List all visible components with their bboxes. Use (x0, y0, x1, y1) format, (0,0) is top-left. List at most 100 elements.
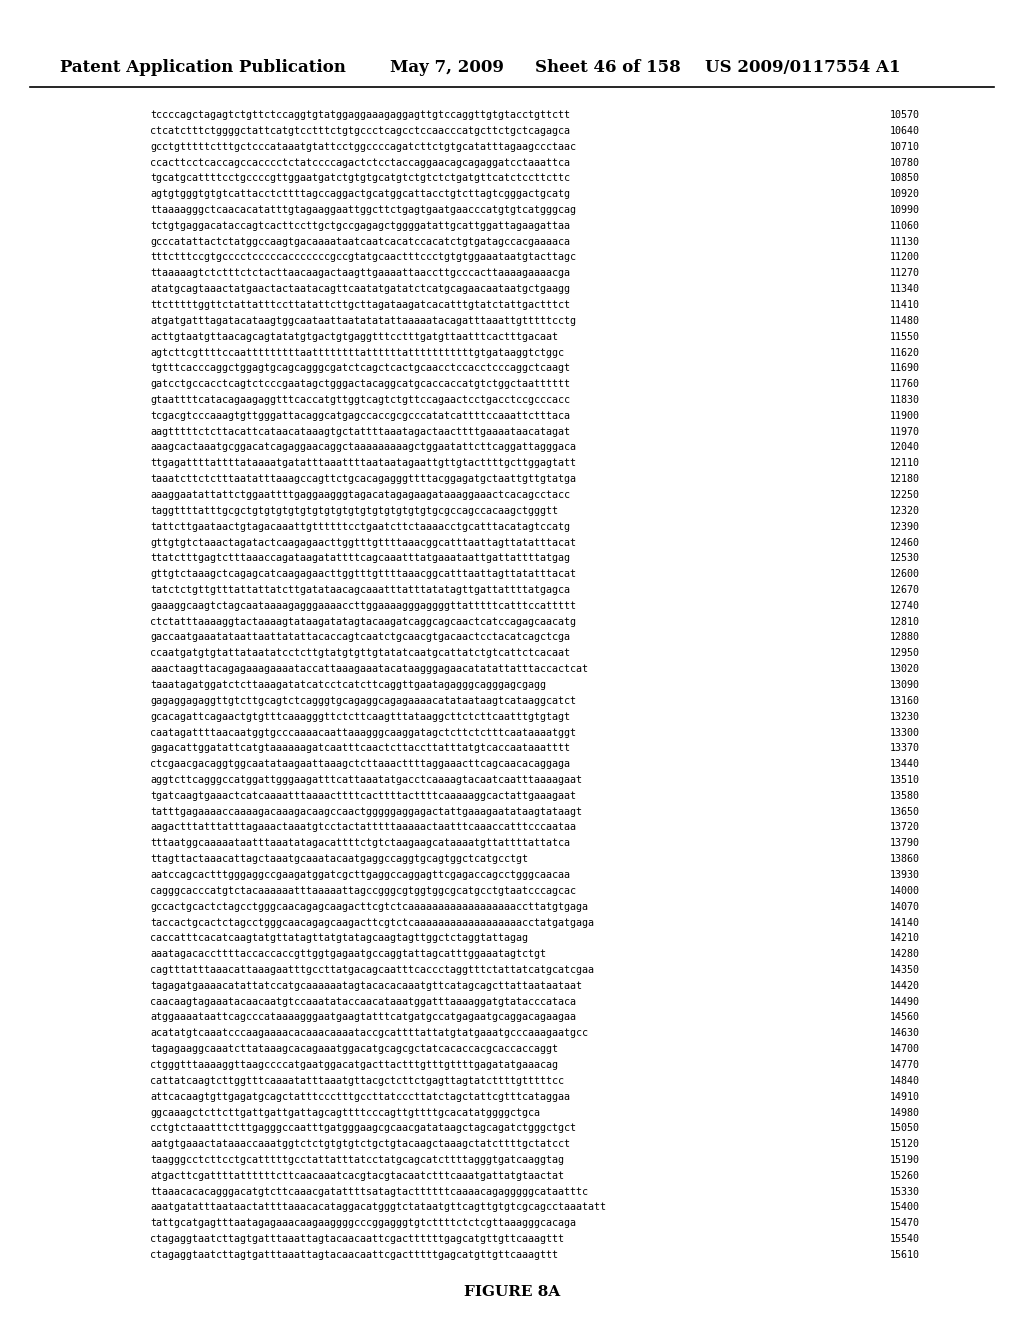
Text: cagtttatttaaacattaaagaatttgccttatgacagcaatttcaccctaggtttctattatcatgcatcgaa: cagtttatttaaacattaaagaatttgccttatgacagca… (150, 965, 594, 975)
Text: cattatcaagtcttggtttcaaaatatttaaatgttacgctcttctgagttagtatcttttgtttttcc: cattatcaagtcttggtttcaaaatatttaaatgttacgc… (150, 1076, 564, 1086)
Text: 14280: 14280 (890, 949, 920, 960)
Text: aaatagacaccttttaccaccaccgttggtgagaatgccaggtattagcatttggaaatagtctgt: aaatagacaccttttaccaccaccgttggtgagaatgcca… (150, 949, 546, 960)
Text: 15260: 15260 (890, 1171, 920, 1181)
Text: 15190: 15190 (890, 1155, 920, 1166)
Text: 15120: 15120 (890, 1139, 920, 1150)
Text: tcgacgtcccaaagtgttgggattacaggcatgagccaccgcgcccatatcattttccaaattctttaca: tcgacgtcccaaagtgttgggattacaggcatgagccacc… (150, 411, 570, 421)
Text: 10640: 10640 (890, 125, 920, 136)
Text: tagagatgaaaacatattatccatgcaaaaaatagtacacacaaatgttcatagcagcttattaataataat: tagagatgaaaacatattatccatgcaaaaaatagtacac… (150, 981, 582, 991)
Text: aaaggaatattattctggaattttgaggaagggtagacatagagaagataaaggaaactcacagcctacc: aaaggaatattattctggaattttgaggaagggtagacat… (150, 490, 570, 500)
Text: acatatgtcaaatcccaagaaaacacaaacaaaataccgcattttattatgtatgaaatgcccaaagaatgcc: acatatgtcaaatcccaagaaaacacaaacaaaataccgc… (150, 1028, 588, 1039)
Text: ttgagattttattttataaaatgatatttaaattttaataatagaattgttgtacttttgcttggagtatt: ttgagattttattttataaaatgatatttaaattttaata… (150, 458, 575, 469)
Text: 11200: 11200 (890, 252, 920, 263)
Text: 12600: 12600 (890, 569, 920, 579)
Text: 10990: 10990 (890, 205, 920, 215)
Text: 14490: 14490 (890, 997, 920, 1007)
Text: 12040: 12040 (890, 442, 920, 453)
Text: 13650: 13650 (890, 807, 920, 817)
Text: 12460: 12460 (890, 537, 920, 548)
Text: tccccagctagagtctgttctccaggtgtatggaggaaagaggagttgtccaggttgtgtacctgttctt: tccccagctagagtctgttctccaggtgtatggaggaaag… (150, 110, 570, 120)
Text: taaatagatggatctcttaaagatatcatcctcatcttcaggttgaatagagggcagggagcgagg: taaatagatggatctcttaaagatatcatcctcatcttca… (150, 680, 546, 690)
Text: 10780: 10780 (890, 157, 920, 168)
Text: 13440: 13440 (890, 759, 920, 770)
Text: gcccatattactctatggccaagtgacaaaataatcaatcacatccacatctgtgatagccacgaaaaca: gcccatattactctatggccaagtgacaaaataatcaatc… (150, 236, 570, 247)
Text: 14700: 14700 (890, 1044, 920, 1055)
Text: tgatcaagtgaaactcatcaaaatttaaaacttttcacttttacttttcaaaaaggcactattgaaagaat: tgatcaagtgaaactcatcaaaatttaaaacttttcactt… (150, 791, 575, 801)
Text: 15400: 15400 (890, 1203, 920, 1213)
Text: ccaatgatgtgtattataatatcctcttgtatgtgttgtatatcaatgcattatctgtcattctcacaat: ccaatgatgtgtattataatatcctcttgtatgtgttgta… (150, 648, 570, 659)
Text: 11970: 11970 (890, 426, 920, 437)
Text: Sheet 46 of 158: Sheet 46 of 158 (535, 59, 681, 77)
Text: 13510: 13510 (890, 775, 920, 785)
Text: ttctttttggttctattatttccttatattcttgcttagataagatcacatttgtatctattgactttct: ttctttttggttctattatttccttatattcttgcttaga… (150, 300, 570, 310)
Text: 14420: 14420 (890, 981, 920, 991)
Text: 13090: 13090 (890, 680, 920, 690)
Text: aagactttatttatttagaaactaaatgtcctactatttttaaaaactaatttcaaaccatttcccaataa: aagactttatttatttagaaactaaatgtcctactatttt… (150, 822, 575, 833)
Text: 14140: 14140 (890, 917, 920, 928)
Text: tatttgagaaaaccaaaagacaaagacaagccaactgggggaggagactattgaaagaatataagtataagt: tatttgagaaaaccaaaagacaaagacaagccaactgggg… (150, 807, 582, 817)
Text: aaactaagttacagagaaagaaaataccattaaagaaatacataagggagaacatatattatttaccactcat: aaactaagttacagagaaagaaaataccattaaagaaata… (150, 664, 588, 675)
Text: 11480: 11480 (890, 315, 920, 326)
Text: 12390: 12390 (890, 521, 920, 532)
Text: 11340: 11340 (890, 284, 920, 294)
Text: 12880: 12880 (890, 632, 920, 643)
Text: cctgtctaaatttctttgagggccaatttgatgggaagcgcaacgatataagctagcagatctgggctgct: cctgtctaaatttctttgagggccaatttgatgggaagcg… (150, 1123, 575, 1134)
Text: aagtttttctcttacattcataacataaagtgctattttaaatagactaacttttgaaaataacatagat: aagtttttctcttacattcataacataaagtgctatttta… (150, 426, 570, 437)
Text: tgtttcacccaggctggagtgcagcagggcgatctcagctcactgcaacctccacctcccaggctcaagt: tgtttcacccaggctggagtgcagcagggcgatctcagct… (150, 363, 570, 374)
Text: 12110: 12110 (890, 458, 920, 469)
Text: 14630: 14630 (890, 1028, 920, 1039)
Text: taaatcttctctttaatatttaaagccagttctgcacagagggttttacggagatgctaattgttgtatga: taaatcttctctttaatatttaaagccagttctgcacaga… (150, 474, 575, 484)
Text: 12320: 12320 (890, 506, 920, 516)
Text: 11410: 11410 (890, 300, 920, 310)
Text: aaagcactaaatgcggacatcagaggaacaggctaaaaaaaaagctggaatattcttcaggattagggaca: aaagcactaaatgcggacatcagaggaacaggctaaaaaa… (150, 442, 575, 453)
Text: 14210: 14210 (890, 933, 920, 944)
Text: tctgtgaggacataccagtcacttccttgctgccgagagctggggatattgcattggattagaagattaa: tctgtgaggacataccagtcacttccttgctgccgagagc… (150, 220, 570, 231)
Text: caccatttcacatcaagtatgttatagttatgtatagcaagtagttggctctaggtattagag: caccatttcacatcaagtatgttatagttatgtatagcaa… (150, 933, 528, 944)
Text: atgatgatttagatacataagtggcaataattaatatatattaaaaatacagatttaaattgtttttcctg: atgatgatttagatacataagtggcaataattaatatata… (150, 315, 575, 326)
Text: 11550: 11550 (890, 331, 920, 342)
Text: gcctgtttttctttgctcccataaatgtattcctggccccagatcttctgtgcatatttagaagccctaac: gcctgtttttctttgctcccataaatgtattcctggcccc… (150, 141, 575, 152)
Text: atgacttcgattttattttttcttcaacaaatcacgtacgtacaatctttcaaatgattatgtaactat: atgacttcgattttattttttcttcaacaaatcacgtacg… (150, 1171, 564, 1181)
Text: 14840: 14840 (890, 1076, 920, 1086)
Text: 10570: 10570 (890, 110, 920, 120)
Text: tgcatgcattttcctgccccgttggaatgatctgtgtgcatgtctgtctctgatgttcatctccttcttc: tgcatgcattttcctgccccgttggaatgatctgtgtgca… (150, 173, 570, 183)
Text: caatagattttaacaatggtgcccaaaacaattaaagggcaaggatagctcttctctttcaataaaatggt: caatagattttaacaatggtgcccaaaacaattaaagggc… (150, 727, 575, 738)
Text: 12670: 12670 (890, 585, 920, 595)
Text: 15540: 15540 (890, 1234, 920, 1245)
Text: 11900: 11900 (890, 411, 920, 421)
Text: gcacagattcagaactgtgtttcaaagggttctcttcaagtttataaggcttctcttcaatttgtgtagt: gcacagattcagaactgtgtttcaaagggttctcttcaag… (150, 711, 570, 722)
Text: 13370: 13370 (890, 743, 920, 754)
Text: 12530: 12530 (890, 553, 920, 564)
Text: 14000: 14000 (890, 886, 920, 896)
Text: cagggcacccatgtctacaaaaaatttaaaaattagccgggcgtggtggcgcatgcctgtaatcccagcac: cagggcacccatgtctacaaaaaatttaaaaattagccgg… (150, 886, 575, 896)
Text: 13300: 13300 (890, 727, 920, 738)
Text: tattgcatgagtttaatagagaaacaagaaggggcccggagggtgtcttttctctcgttaaagggcacaga: tattgcatgagtttaatagagaaacaagaaggggcccgga… (150, 1218, 575, 1229)
Text: US 2009/0117554 A1: US 2009/0117554 A1 (705, 59, 900, 77)
Text: gaccaatgaaatataattaattatattacaccagtcaatctgcaacgtgacaactcctacatcagctcga: gaccaatgaaatataattaattatattacaccagtcaatc… (150, 632, 570, 643)
Text: 14770: 14770 (890, 1060, 920, 1071)
Text: ctgggtttaaaaggttaagccccatgaatggacatgacttactttgtttgttttgagatatgaaacag: ctgggtttaaaaggttaagccccatgaatggacatgactt… (150, 1060, 558, 1071)
Text: 10920: 10920 (890, 189, 920, 199)
Text: May 7, 2009: May 7, 2009 (390, 59, 504, 77)
Text: ctcgaacgacaggtggcaatataagaattaaagctcttaaacttttaggaaacttcagcaacacaggaga: ctcgaacgacaggtggcaatataagaattaaagctcttaa… (150, 759, 570, 770)
Text: 14980: 14980 (890, 1107, 920, 1118)
Text: taggttttatttgcgctgtgtgtgtgtgtgtgtgtgtgtgtgtgtgtgcgccagccacaagctgggtt: taggttttatttgcgctgtgtgtgtgtgtgtgtgtgtgtg… (150, 506, 558, 516)
Text: ggcaaagctcttcttgattgattgattagcagttttcccagttgttttgcacatatggggctgca: ggcaaagctcttcttgattgattgattagcagttttccca… (150, 1107, 540, 1118)
Text: gatcctgccacctcagtctcccgaatagctgggactacaggcatgcaccaccatgtctggctaatttttt: gatcctgccacctcagtctcccgaatagctgggactacag… (150, 379, 570, 389)
Text: ttatctttgagtctttaaaccagataagatattttcagcaaatttatgaaataattgattattttatgag: ttatctttgagtctttaaaccagataagatattttcagca… (150, 553, 570, 564)
Text: acttgtaatgttaacagcagtatatgtgactgtgaggtttcctttgatgttaatttcactttgacaat: acttgtaatgttaacagcagtatatgtgactgtgaggttt… (150, 331, 558, 342)
Text: ttagttactaaacattagctaaatgcaaatacaatgaggccaggtgcagtggctcatgcctgt: ttagttactaaacattagctaaatgcaaatacaatgaggc… (150, 854, 528, 865)
Text: 11690: 11690 (890, 363, 920, 374)
Text: 12180: 12180 (890, 474, 920, 484)
Text: gagaggagaggttgtcttgcagtctcagggtgcagaggcagagaaaacatataataagtcataaggcatct: gagaggagaggttgtcttgcagtctcagggtgcagaggca… (150, 696, 575, 706)
Text: 11130: 11130 (890, 236, 920, 247)
Text: ccacttcctcaccagccacccctctatccccagactctcctaccaggaacagcagaggatcctaaattca: ccacttcctcaccagccacccctctatccccagactctcc… (150, 157, 570, 168)
Text: ttaaaagggctcaacacatatttgtagaaggaattggcttctgagtgaatgaacccatgtgtcatgggcag: ttaaaagggctcaacacatatttgtagaaggaattggctt… (150, 205, 575, 215)
Text: attcacaagtgttgagatgcagctatttccctttgccttatcccttatctagctattcgtttcataggaa: attcacaagtgttgagatgcagctatttccctttgcctta… (150, 1092, 570, 1102)
Text: 15050: 15050 (890, 1123, 920, 1134)
Text: 15330: 15330 (890, 1187, 920, 1197)
Text: aatgtgaaactataaaccaaatggtctctgtgtgtctgctgtacaagctaaagctatcttttgctatcct: aatgtgaaactataaaccaaatggtctctgtgtgtctgct… (150, 1139, 570, 1150)
Text: FIGURE 8A: FIGURE 8A (464, 1284, 560, 1299)
Text: tttctttccgtgcccctcccccacccccccgccgtatgcaactttccctgtgtggaaataatgtacttagc: tttctttccgtgcccctcccccacccccccgccgtatgca… (150, 252, 575, 263)
Text: 12740: 12740 (890, 601, 920, 611)
